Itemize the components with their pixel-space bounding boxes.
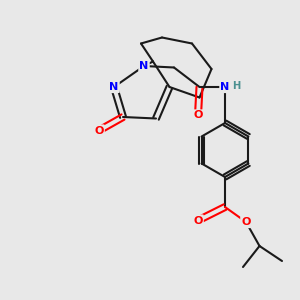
Text: O: O	[193, 110, 203, 121]
Text: O: O	[193, 215, 203, 226]
Text: N: N	[110, 82, 118, 92]
Text: N: N	[140, 61, 148, 71]
Text: N: N	[220, 82, 230, 92]
Text: O: O	[241, 217, 251, 227]
Text: H: H	[232, 80, 241, 91]
Text: O: O	[94, 125, 104, 136]
